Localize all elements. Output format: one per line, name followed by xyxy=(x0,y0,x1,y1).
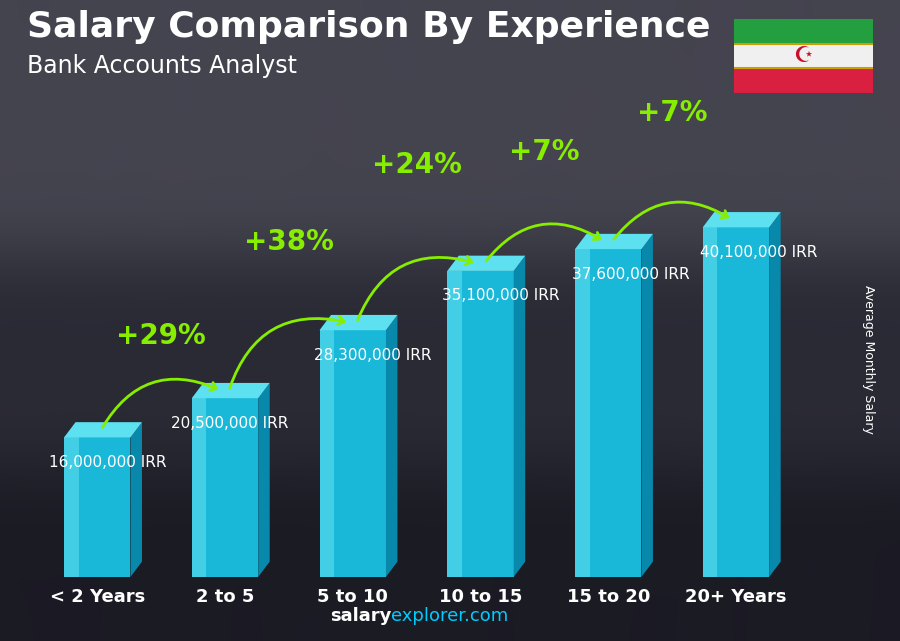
Text: +7%: +7% xyxy=(637,99,707,127)
Bar xyxy=(64,437,130,577)
Text: +29%: +29% xyxy=(116,322,206,350)
Bar xyxy=(320,330,334,577)
Text: 28,300,000 IRR: 28,300,000 IRR xyxy=(314,347,432,363)
Polygon shape xyxy=(575,234,652,249)
Bar xyxy=(192,398,206,577)
Bar xyxy=(703,228,770,577)
Polygon shape xyxy=(447,256,526,271)
Text: 40,100,000 IRR: 40,100,000 IRR xyxy=(700,245,817,260)
Polygon shape xyxy=(514,256,526,577)
Text: Salary Comparison By Experience: Salary Comparison By Experience xyxy=(27,10,710,44)
Polygon shape xyxy=(320,315,398,330)
Polygon shape xyxy=(258,383,270,577)
Text: ☪: ☪ xyxy=(793,46,814,66)
Bar xyxy=(192,398,258,577)
Text: 20,500,000 IRR: 20,500,000 IRR xyxy=(171,415,289,431)
Polygon shape xyxy=(386,315,398,577)
Polygon shape xyxy=(770,212,780,577)
Polygon shape xyxy=(703,212,780,228)
Text: 16,000,000 IRR: 16,000,000 IRR xyxy=(49,455,166,470)
Polygon shape xyxy=(130,422,142,577)
Polygon shape xyxy=(64,422,142,437)
Bar xyxy=(447,271,514,577)
Bar xyxy=(320,330,386,577)
Text: +7%: +7% xyxy=(509,138,580,166)
Bar xyxy=(734,19,873,44)
Bar xyxy=(64,437,78,577)
Text: 35,100,000 IRR: 35,100,000 IRR xyxy=(442,288,560,303)
Text: 37,600,000 IRR: 37,600,000 IRR xyxy=(572,267,690,281)
Polygon shape xyxy=(192,383,270,398)
Text: +38%: +38% xyxy=(244,228,334,256)
Polygon shape xyxy=(642,234,652,577)
Text: explorer.com: explorer.com xyxy=(392,607,508,625)
Bar xyxy=(575,249,590,577)
Text: salary: salary xyxy=(330,607,392,625)
Bar xyxy=(703,228,717,577)
Bar xyxy=(447,271,462,577)
Text: +24%: +24% xyxy=(372,151,462,179)
Bar xyxy=(734,69,873,93)
Text: Bank Accounts Analyst: Bank Accounts Analyst xyxy=(27,54,297,78)
Bar xyxy=(734,44,873,69)
Bar xyxy=(575,249,642,577)
Text: Average Monthly Salary: Average Monthly Salary xyxy=(862,285,875,433)
